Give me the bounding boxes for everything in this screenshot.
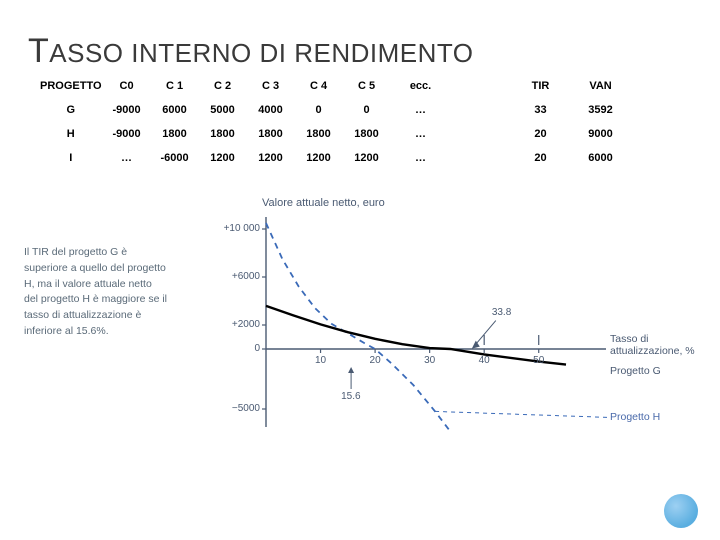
table-cell: 6000 — [571, 146, 631, 170]
table-cell: 1800 — [151, 122, 199, 146]
table-cell: 1800 — [247, 122, 295, 146]
table-cell: 1800 — [295, 122, 343, 146]
col-header: VAN — [571, 74, 631, 98]
table-cell: … — [391, 122, 451, 146]
table-cell: G — [39, 98, 103, 122]
table-cell: 0 — [343, 98, 391, 122]
col-header: C 4 — [295, 74, 343, 98]
npv-chart: Valore attuale netto, euro +10 000 +6000 +… — [174, 189, 674, 489]
col-header: C 1 — [151, 74, 199, 98]
table-cell: 1200 — [295, 146, 343, 170]
table-row: G-900060005000400000…333592 — [39, 98, 631, 122]
annotation-338: 33.8 — [492, 307, 511, 318]
table-cell — [451, 98, 511, 122]
table-cell: 9000 — [571, 122, 631, 146]
col-header: TIR — [511, 74, 571, 98]
chart-svg — [174, 189, 674, 489]
y-tick-label: 0 — [210, 343, 260, 354]
table-cell: 1800 — [343, 122, 391, 146]
table-header-row: PROGETTOC0C 1C 2C 3C 4C 5ecc. TIRVAN — [39, 74, 631, 98]
y-tick-label: −5000 — [210, 403, 260, 414]
table-cell: 5000 — [199, 98, 247, 122]
table-cell: 20 — [511, 146, 571, 170]
table-cell: 6000 — [151, 98, 199, 122]
table-row: I…-60001200120012001200…206000 — [39, 146, 631, 170]
table-cell: … — [391, 98, 451, 122]
table-cell: 4000 — [247, 98, 295, 122]
slide-badge-icon — [664, 494, 698, 528]
col-header: C 5 — [343, 74, 391, 98]
y-axis-title: Valore attuale netto, euro — [262, 197, 385, 209]
table-cell: … — [103, 146, 151, 170]
col-header — [451, 74, 511, 98]
x-tick-label: 10 — [309, 355, 333, 366]
legend-progetto-g: Progetto G — [610, 365, 661, 377]
x-tick-label: 40 — [472, 355, 496, 366]
table-cell: -9000 — [103, 98, 151, 122]
page-title: TASSO INTERNO DI RENDIMENTO — [0, 0, 720, 71]
x-tick-label: 20 — [363, 355, 387, 366]
title-text: ASSO INTERNO DI RENDIMENTO — [49, 38, 473, 68]
table-cell: 33 — [511, 98, 571, 122]
table-cell: 1200 — [343, 146, 391, 170]
y-tick-label: +6000 — [210, 271, 260, 282]
table-cell: -6000 — [151, 146, 199, 170]
col-header: C 3 — [247, 74, 295, 98]
legend-progetto-h: Progetto H — [610, 411, 660, 423]
table-cell: I — [39, 146, 103, 170]
side-note: Il TIR del progetto G è superiore a quel… — [24, 189, 174, 489]
table-row: H-900018001800180018001800…209000 — [39, 122, 631, 146]
table-cell — [451, 146, 511, 170]
table-cell: 0 — [295, 98, 343, 122]
y-tick-label: +2000 — [210, 319, 260, 330]
table-cell: 3592 — [571, 98, 631, 122]
x-tick-label: 30 — [418, 355, 442, 366]
title-initial: T — [28, 32, 49, 70]
table-cell: 1200 — [247, 146, 295, 170]
table-cell: -9000 — [103, 122, 151, 146]
table-cell: 20 — [511, 122, 571, 146]
x-tick-label: 50 — [527, 355, 551, 366]
table-cell: … — [391, 146, 451, 170]
intersection-label: 15.6 — [341, 391, 360, 402]
x-axis-title: Tasso diattualizzazione, % — [610, 333, 710, 357]
table-cell: 1800 — [199, 122, 247, 146]
col-header: ecc. — [391, 74, 451, 98]
col-header: PROGETTO — [39, 74, 103, 98]
table-cell: H — [39, 122, 103, 146]
table-cell — [451, 122, 511, 146]
col-header: C0 — [103, 74, 151, 98]
cashflow-table: PROGETTOC0C 1C 2C 3C 4C 5ecc. TIRVAN G-90… — [38, 73, 632, 171]
table-cell: 1200 — [199, 146, 247, 170]
y-tick-label: +10 000 — [210, 223, 260, 234]
col-header: C 2 — [199, 74, 247, 98]
